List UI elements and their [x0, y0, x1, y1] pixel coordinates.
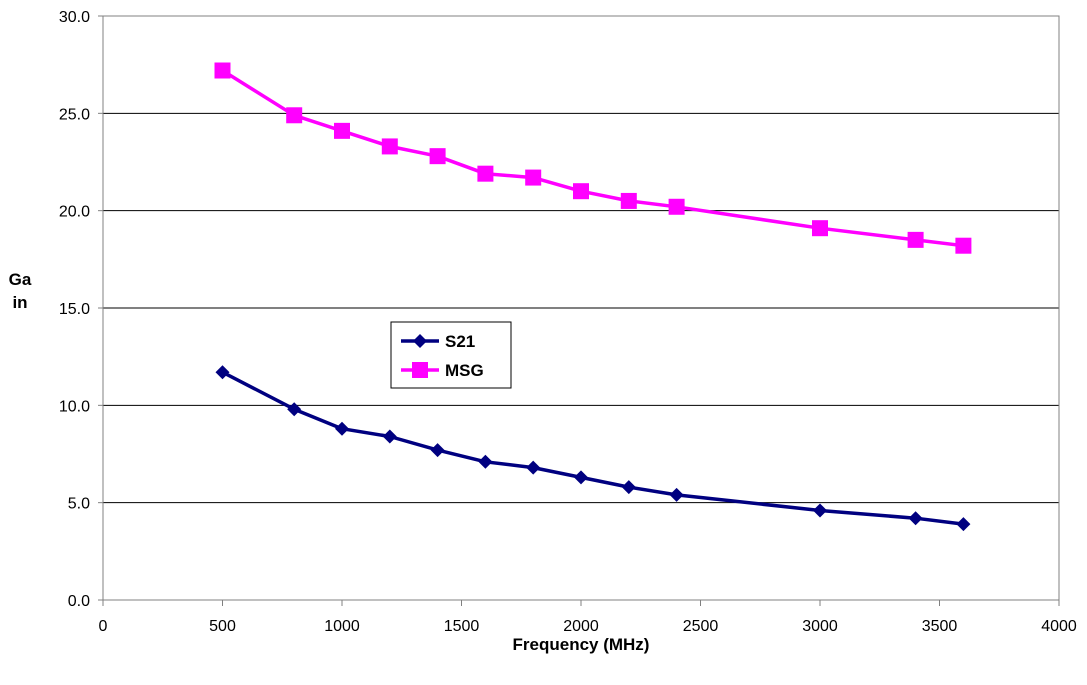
x-tick-label: 3500 [922, 618, 958, 635]
x-tick-label: 500 [209, 618, 236, 635]
data-point-msg [955, 237, 972, 254]
y-tick-label: 20.0 [59, 204, 90, 221]
data-point-s21 [430, 443, 445, 458]
x-tick-label: 2000 [563, 618, 599, 635]
y-axis-title-line-2: in [12, 293, 27, 312]
legend-item-msg: MSG [401, 361, 484, 380]
x-tick-label: 3000 [802, 618, 838, 635]
data-point-msg [334, 122, 350, 139]
data-point-msg [525, 169, 542, 186]
data-point-msg [620, 192, 637, 209]
data-point-s21 [215, 365, 230, 380]
data-point-msg [477, 165, 494, 182]
data-point-s21 [478, 454, 493, 469]
data-point-s21 [813, 503, 827, 518]
data-point-msg [286, 107, 303, 124]
data-point-msg [668, 198, 685, 215]
tick-labels: 0.0 5.0 10.0 15.0 20.0 25.0 30.0 0 500 1000 1500 20… [59, 9, 1077, 635]
legend-item-s21: S21 [401, 332, 475, 351]
legend-box [390, 321, 512, 389]
data-point-s21 [669, 487, 684, 502]
y-tick-label: 25.0 [59, 106, 90, 123]
data-point-msg [812, 220, 828, 237]
data-point-s21 [526, 460, 541, 475]
data-point-s21 [335, 421, 349, 436]
x-tick-label: 1000 [324, 618, 360, 635]
data-point-msg [214, 62, 231, 79]
series-line-msg [221, 69, 964, 248]
x-axis-title: Frequency (MHz) [513, 635, 650, 654]
y-tick-label: 0.0 [68, 593, 90, 610]
legend-label-msg: MSG [445, 361, 484, 380]
data-point-s21 [621, 480, 636, 495]
x-tick-label: 2500 [683, 618, 719, 635]
data-point-msg [907, 231, 924, 248]
y-tick-label: 15.0 [59, 301, 90, 318]
series-layer [214, 62, 972, 532]
data-point-s21 [908, 511, 923, 526]
legend-marker-msg [412, 362, 428, 378]
data-point-s21 [287, 402, 302, 417]
legend-label-s21: S21 [445, 332, 475, 351]
legend-marker-s21 [413, 334, 427, 348]
y-axis-title-line-1: Ga [9, 270, 32, 289]
series-msg [214, 62, 972, 254]
gridlines [103, 15, 1059, 504]
y-tick-label: 5.0 [68, 496, 90, 513]
data-point-msg [573, 183, 589, 200]
y-tick-label: 10.0 [59, 398, 90, 415]
data-point-s21 [382, 429, 397, 444]
data-point-msg [381, 138, 398, 155]
data-point-s21 [956, 517, 971, 532]
x-tick-label: 4000 [1041, 618, 1077, 635]
series-line-s21 [221, 370, 964, 526]
x-tick-label: 0 [99, 618, 108, 635]
legend: S21 MSG [390, 321, 512, 389]
series-s21 [215, 365, 971, 532]
x-tick-label: 1500 [444, 618, 480, 635]
data-point-s21 [574, 470, 588, 485]
data-point-msg [429, 148, 446, 165]
y-tick-label: 30.0 [59, 9, 90, 26]
